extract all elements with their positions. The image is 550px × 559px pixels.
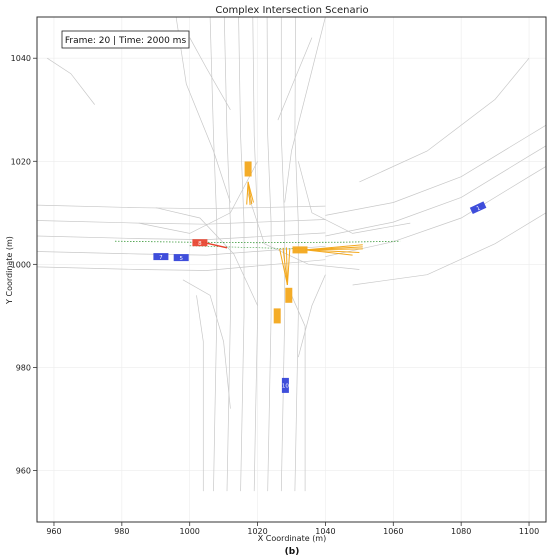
lane-line — [155, 207, 258, 306]
lane-line — [36, 232, 326, 240]
frame-annotation-box: Frame: 20 | Time: 2000 ms — [61, 30, 190, 49]
lane-line — [277, 37, 313, 121]
figure-caption: (b) — [285, 547, 300, 557]
vehicle-box — [173, 254, 189, 262]
predicted-vehicle — [244, 161, 252, 177]
lane-line — [175, 16, 231, 203]
x-tick-label: 1000 — [180, 527, 200, 536]
predicted-vehicle — [292, 246, 308, 254]
predicted-trajectory-line — [285, 247, 288, 285]
vehicle-box — [244, 161, 252, 177]
vehicle-box — [285, 287, 293, 303]
vehicle-id-label: 5 — [179, 256, 183, 262]
lane-line — [325, 145, 547, 237]
x-tick-label: 1040 — [315, 527, 335, 536]
predicted-trajectory-line — [305, 249, 353, 256]
x-tick-label: 1060 — [383, 527, 403, 536]
agent-vehicle: 7 — [153, 253, 169, 261]
predicted-trajectory-line — [305, 248, 363, 251]
ego-route-line — [114, 240, 401, 244]
lane-line — [280, 17, 286, 492]
agent-vehicle: 5 — [173, 254, 189, 262]
lane-line — [352, 212, 547, 286]
frame-annotation-text: Frame: 20 | Time: 2000 ms — [65, 36, 187, 46]
lane-line — [47, 57, 95, 105]
vehicle-id-label: 1 — [476, 205, 482, 212]
vehicle-id-label: 10 — [282, 384, 289, 390]
lane-line — [297, 274, 326, 358]
predicted-trajectory-line — [246, 181, 249, 205]
predicted-trajectory-line — [282, 247, 288, 286]
x-axis-label: X Coordinate (m) — [258, 534, 326, 543]
x-axis-ticks: 960 980 1000 1020 1040 1060 1080 1100 — [46, 522, 539, 536]
predicted-trajectories — [206, 181, 363, 286]
plot-area-border — [36, 16, 547, 523]
lane-line — [325, 166, 547, 257]
lane-line — [238, 16, 245, 492]
lane-line — [266, 16, 272, 492]
y-tick-label: 1000 — [11, 260, 31, 269]
vehicle-box — [192, 239, 208, 247]
predicted-trajectory-line — [247, 181, 254, 203]
road-network — [36, 16, 547, 492]
predicted-vehicle — [273, 308, 281, 324]
y-axis-ticks: 960 980 1000 1020 1040 — [11, 54, 37, 475]
lane-line — [284, 16, 326, 203]
y-tick-label: 1040 — [11, 54, 31, 63]
lane-line — [325, 124, 547, 216]
predicted-trajectory-line — [286, 248, 291, 285]
lane-line — [36, 245, 326, 256]
lane-line — [36, 219, 326, 225]
grid-lines — [37, 17, 546, 522]
lane-line — [252, 16, 258, 492]
y-tick-label: 960 — [16, 466, 31, 475]
lane-line — [189, 37, 231, 110]
x-tick-label: 980 — [114, 527, 129, 536]
x-tick-label: 960 — [46, 527, 61, 536]
ego-vehicle: 8 — [192, 239, 208, 247]
lane-line — [138, 161, 258, 234]
chart-title: Complex Intersection Scenario — [215, 5, 368, 16]
lane-line — [223, 16, 231, 492]
lane-line — [182, 279, 231, 409]
x-tick-label: 1020 — [247, 527, 267, 536]
predicted-vehicle — [285, 287, 293, 303]
lane-line — [36, 204, 326, 210]
lane-line — [294, 16, 299, 492]
lane-line — [297, 161, 411, 234]
lane-line — [291, 295, 306, 492]
vehicle-box — [281, 377, 289, 393]
lane-line — [359, 57, 530, 183]
vehicle-box — [153, 253, 169, 261]
y-tick-label: 980 — [16, 363, 31, 372]
y-tick-label: 1020 — [11, 157, 31, 166]
lane-line — [36, 259, 326, 271]
vehicle-id-label: 8 — [198, 241, 202, 247]
vehicle-box — [273, 308, 281, 324]
ego-heading-line — [206, 242, 228, 249]
predicted-trajectory-line — [305, 244, 363, 251]
lane-line — [196, 295, 204, 492]
y-axis-label: Y Coordinate (m) — [5, 236, 14, 305]
vehicle-box — [292, 246, 308, 254]
ego-route — [114, 240, 401, 250]
agent-vehicle: 10 — [281, 377, 289, 393]
x-tick-label: 1100 — [519, 527, 539, 536]
vehicles-layer: 8 7 5 1 10 — [153, 161, 487, 393]
vehicle-box — [469, 201, 487, 215]
predicted-trajectory-line — [279, 248, 288, 286]
predicted-trajectory-line — [305, 249, 360, 253]
x-tick-label: 1080 — [451, 527, 471, 536]
vehicle-id-label: 7 — [159, 255, 163, 261]
ego-route-line — [189, 245, 299, 250]
agent-vehicle: 1 — [469, 201, 487, 215]
